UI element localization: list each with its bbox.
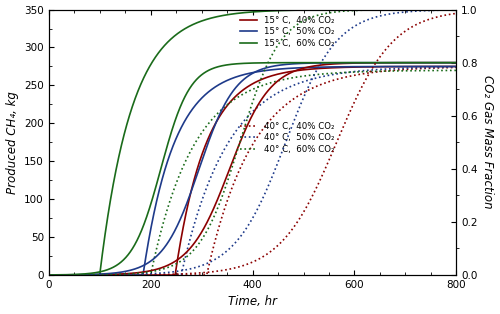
X-axis label: Time, hr: Time, hr (228, 295, 277, 308)
Y-axis label: CO₂ Gas Mass Fraction: CO₂ Gas Mass Fraction (482, 75, 494, 209)
Legend: 40° C,  40% CO₂, 40° C,  50% CO₂, 40° C,  60% CO₂: 40° C, 40% CO₂, 40° C, 50% CO₂, 40° C, 6… (238, 120, 336, 156)
Y-axis label: Produced CH₄, kg: Produced CH₄, kg (6, 91, 18, 194)
